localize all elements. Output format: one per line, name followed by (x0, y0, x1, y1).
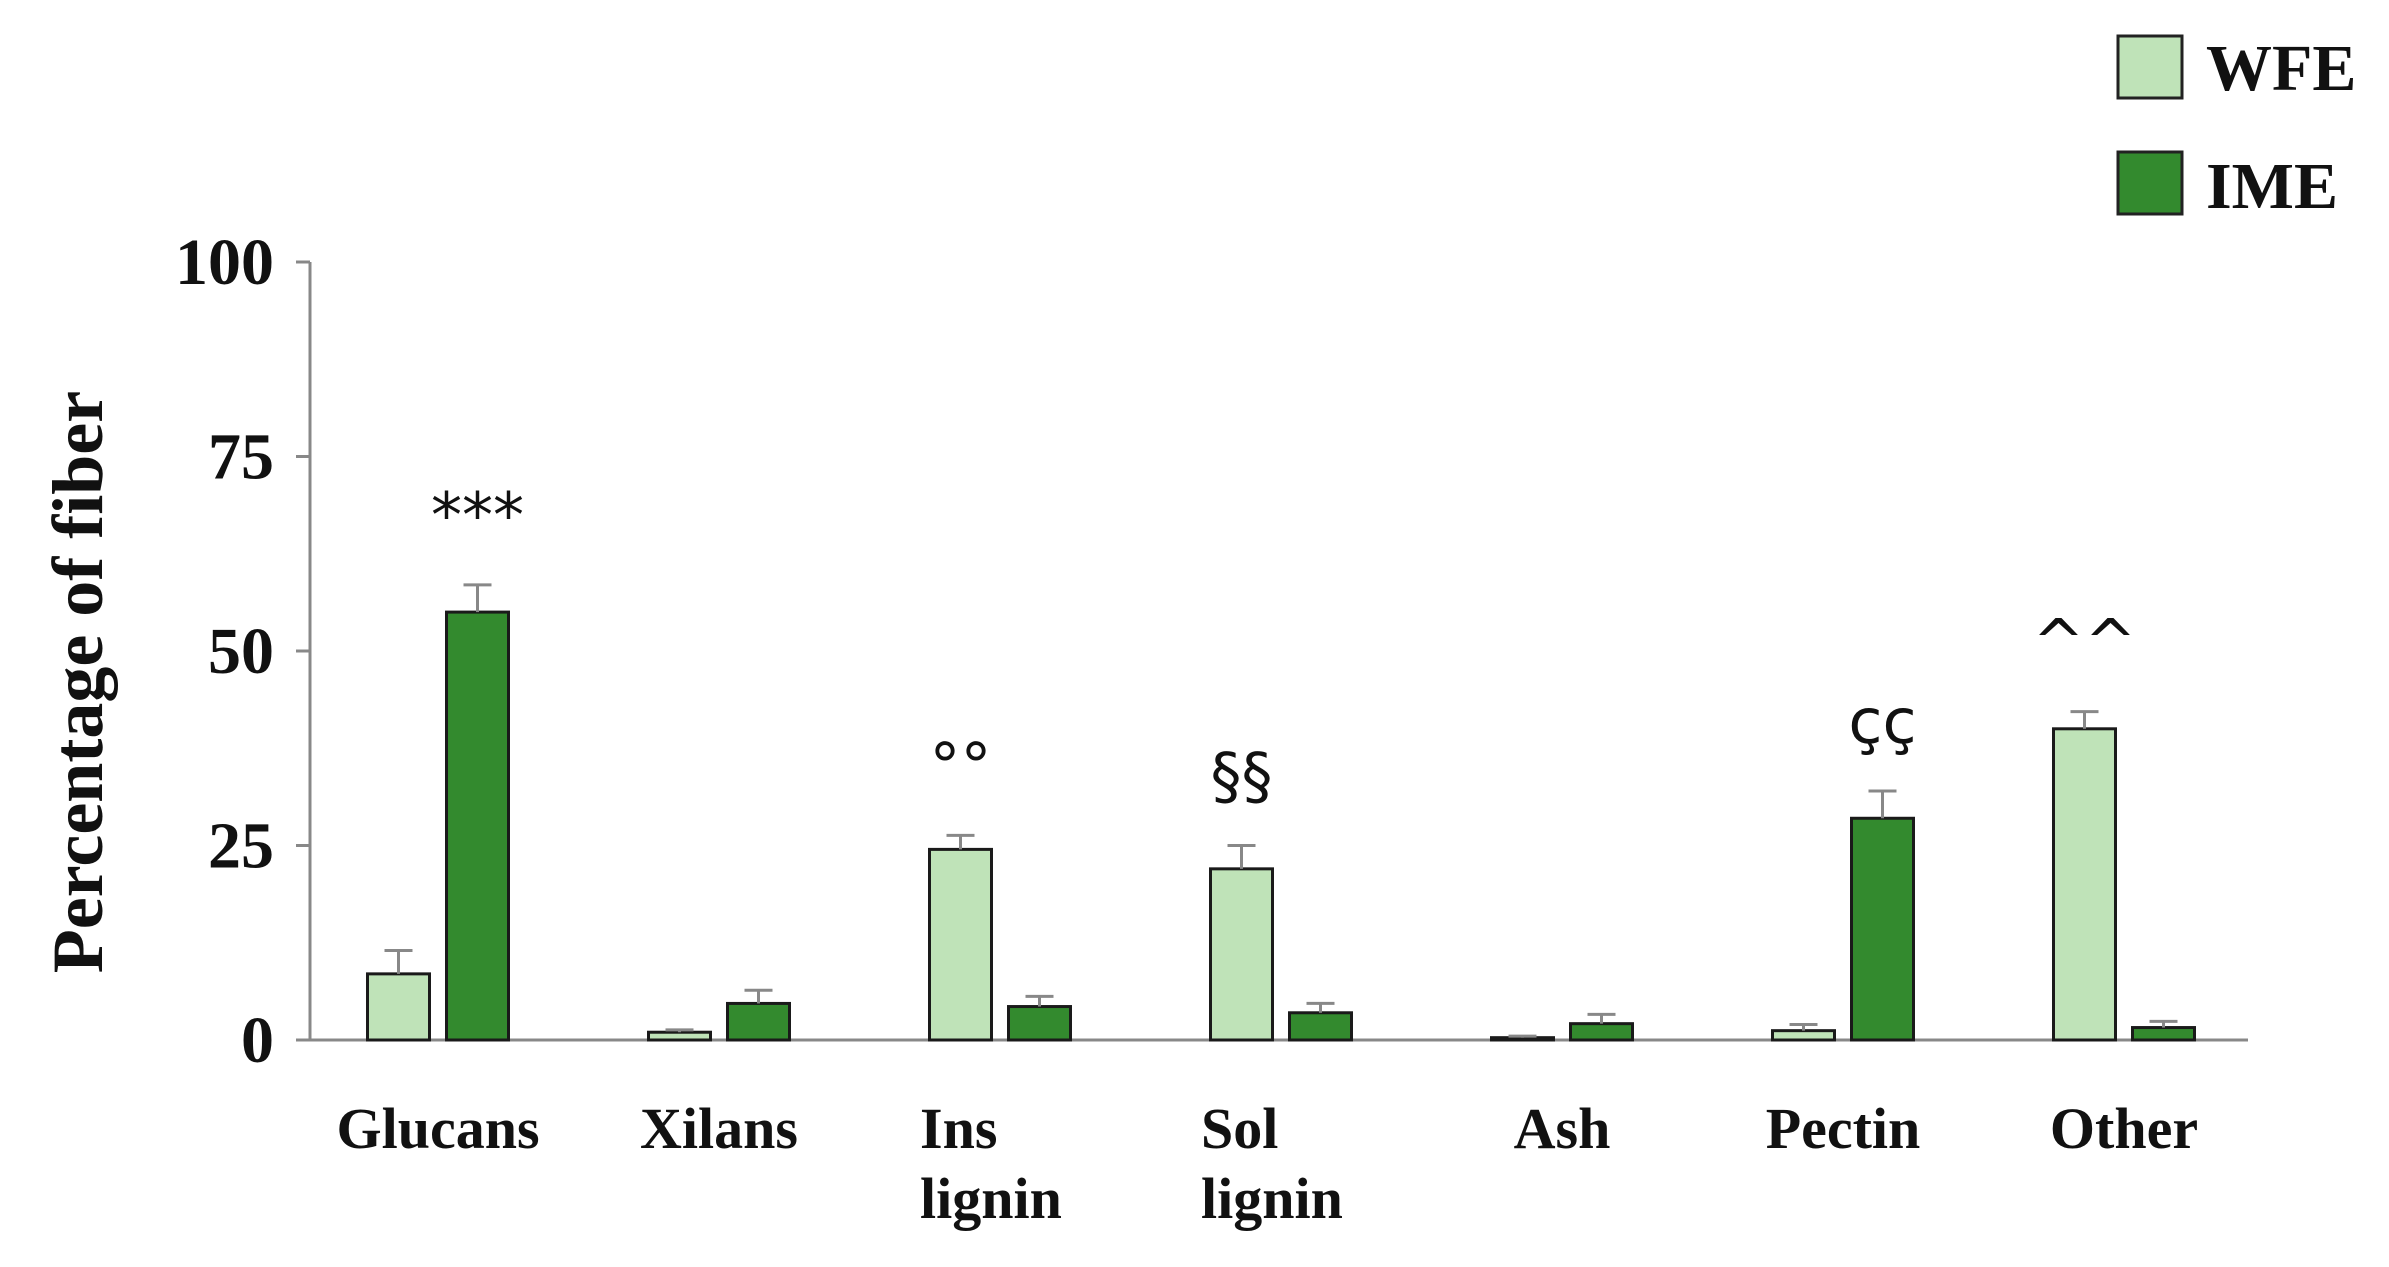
x-tick-label: Ins lignin (920, 1096, 1062, 1231)
x-tick-label-line: Ins (920, 1096, 997, 1161)
y-tick-label: 75 (208, 421, 274, 494)
x-tick-label-line: Ash (1514, 1096, 1611, 1161)
axes: 0 25 50 75 100 (175, 226, 2248, 1077)
bar-wfe (1490, 1036, 1555, 1042)
x-tick-label-line: Other (2050, 1096, 2198, 1161)
y-axis-title: Percentage of fiber (38, 391, 118, 973)
significance-annotation: *** (431, 479, 524, 552)
y-tick-label: 100 (175, 226, 274, 299)
x-tick-label: Pectin (1766, 1096, 1921, 1161)
bar-wfe (366, 972, 431, 1042)
legend-label-ime: IME (2206, 150, 2338, 223)
x-tick-label: Sol lignin (1201, 1096, 1343, 1231)
bar-wfe (647, 1030, 712, 1042)
x-tick-label-line: Pectin (1766, 1096, 1921, 1161)
y-tick-label: 50 (208, 615, 274, 688)
legend: WFE IME (2116, 32, 2356, 223)
bar-wfe (1209, 867, 1274, 1042)
x-tick-label-line: Xilans (640, 1096, 798, 1161)
x-tick-label: Other (2050, 1096, 2198, 1161)
x-tick-label-line: lignin (1201, 1166, 1343, 1231)
bar-ime (2131, 1026, 2196, 1042)
bar-wfe (1771, 1029, 1836, 1042)
x-tick-label-line: Sol (1201, 1096, 1278, 1161)
y-tick-label: 0 (241, 1004, 274, 1077)
legend-label-wfe: WFE (2206, 32, 2356, 105)
bar-wfe (2052, 727, 2117, 1042)
significance-annotation: çç (1848, 685, 1916, 758)
bar-wfe (928, 847, 993, 1042)
bar-ime (1850, 816, 1915, 1042)
x-tick-label: Glucans (336, 1096, 539, 1161)
x-tick-label-line: Glucans (336, 1096, 539, 1161)
bar-ime (1569, 1022, 1634, 1042)
bar-ime (1288, 1011, 1353, 1042)
bar-ime (726, 1001, 791, 1042)
legend-swatch-ime (2116, 150, 2184, 216)
x-tick-label: Ash (1514, 1096, 1611, 1161)
significance-annotation: §§ (1211, 740, 1273, 813)
significance-annotation: °° (930, 729, 992, 802)
x-tick-label-line: lignin (920, 1166, 1062, 1231)
labels: ***Glucans Xilans°°Ins lignin§§Sol ligninAs… (336, 479, 2198, 1231)
significance-annotation: ^^ (2033, 606, 2137, 679)
y-tick-label: 25 (208, 810, 274, 883)
bar-ime (445, 610, 510, 1042)
legend-swatch-wfe (2116, 34, 2184, 100)
bar-ime (1007, 1005, 1072, 1042)
bars (366, 583, 2196, 1042)
x-tick-label: Xilans (640, 1096, 798, 1161)
